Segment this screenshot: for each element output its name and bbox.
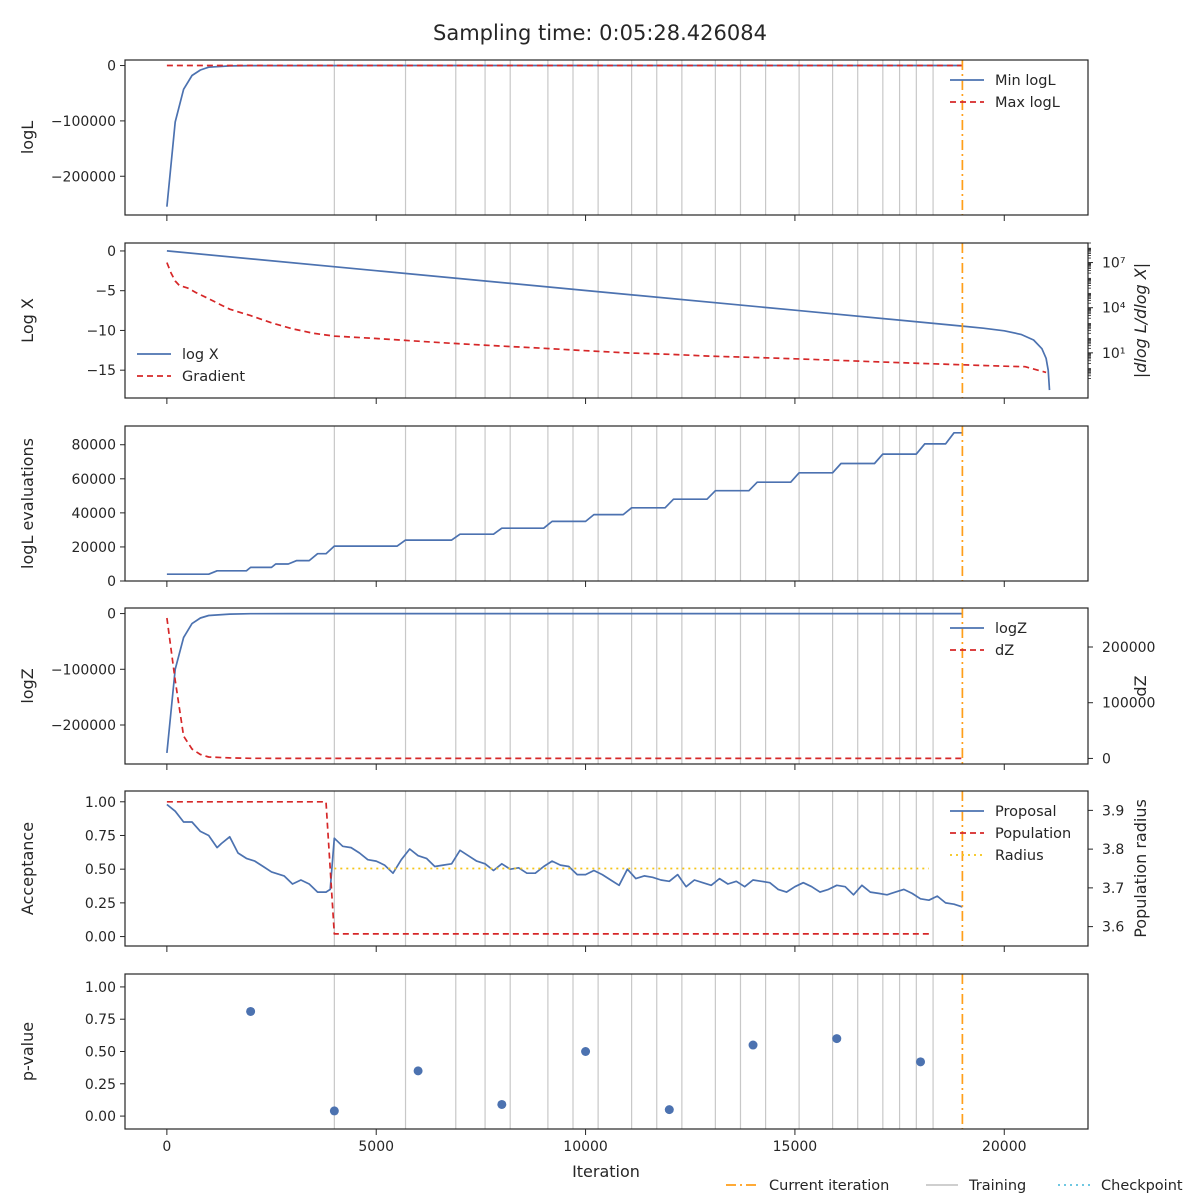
- y-tick-label: −15: [86, 363, 116, 379]
- x-tick-label: 5000: [358, 1139, 394, 1155]
- series-line-dz: [166, 617, 963, 760]
- panel-frame: [124, 242, 1089, 399]
- y2-tick-label: 0: [1102, 751, 1111, 767]
- series-line-min-logl: [166, 64, 963, 207]
- y-tick-label: 40000: [71, 506, 116, 522]
- panel-1: 0 −100000 −200000 logL Min logL Max logL: [18, 59, 1089, 221]
- y2-tick-label: 200000: [1102, 640, 1155, 656]
- y2-axis-label: dZ: [1131, 675, 1150, 696]
- legend-label: Gradient: [182, 369, 245, 385]
- y2-tick-label: 3.9: [1102, 803, 1124, 819]
- legend-label: Max logL: [995, 95, 1060, 111]
- panel-2: 0 −5 −10 −15 10¹ 10⁴ 10⁷ Log X |dlog L/dlog X| lo…: [18, 242, 1150, 404]
- data-point: [413, 1066, 423, 1076]
- x-tick-label: 10000: [563, 1139, 608, 1155]
- figure-title: Sampling time: 0:05:28.426084: [433, 21, 767, 45]
- y-axis-label: Log X: [18, 298, 37, 343]
- figure-legend-label: Training: [968, 1178, 1026, 1194]
- y2-tick-label: 3.7: [1102, 881, 1124, 897]
- x-tick-label: 15000: [773, 1139, 818, 1155]
- figure-legend: Current iteration Training Checkpoint: [726, 1178, 1183, 1194]
- series-line-log-x: [166, 250, 1051, 391]
- y-tick-label: 20000: [71, 540, 116, 556]
- data-point: [497, 1099, 507, 1109]
- figure-legend-label: Current iteration: [769, 1178, 889, 1194]
- y-axis-label: logL evaluations: [18, 438, 37, 569]
- legend-label: dZ: [995, 643, 1014, 659]
- series-line-1: [166, 431, 963, 576]
- y-tick-label: −10: [86, 323, 116, 339]
- y2-tick-label: 3.6: [1102, 920, 1124, 936]
- data-point: [246, 1006, 256, 1016]
- y-axis-label: p-value: [18, 1022, 37, 1081]
- panel-frame: [124, 973, 1089, 1130]
- y-tick-label: 1.00: [85, 980, 116, 996]
- legend-label: Min logL: [995, 73, 1056, 89]
- data-point: [748, 1040, 758, 1050]
- legend-label: Population: [995, 826, 1071, 842]
- y-tick-label: −5: [95, 284, 116, 300]
- panel-3: 0 20000 40000 60000 80000 logL evaluations: [18, 425, 1089, 590]
- data-point: [664, 1105, 674, 1115]
- legend-label: log X: [182, 347, 219, 363]
- panel-5: 0.00 0.25 0.50 0.75 1.00 3.6 3.7 3.8 3.9 Acceptan…: [18, 790, 1150, 952]
- panel-frame: [124, 790, 1089, 947]
- x-axis-label: Iteration: [572, 1162, 640, 1181]
- series-line-proposal: [166, 803, 963, 908]
- x-tick-label: 0: [162, 1139, 171, 1155]
- y2-tick-label: 100000: [1102, 696, 1155, 712]
- data-point: [916, 1057, 926, 1067]
- y2-tick-label: 10⁷: [1102, 256, 1125, 272]
- y-tick-label: −200000: [51, 169, 116, 185]
- legend-label: Proposal: [995, 804, 1057, 820]
- series-line-population: [166, 800, 929, 935]
- panel-frame: [124, 607, 1089, 765]
- y-tick-label: 0: [107, 59, 116, 75]
- y-axis-label: logZ: [18, 668, 37, 703]
- legend-label: Radius: [995, 848, 1044, 864]
- y-tick-label: 0.25: [85, 1077, 116, 1093]
- data-point: [581, 1047, 591, 1056]
- data-point: [329, 1106, 339, 1116]
- panel-frame: [124, 59, 1089, 216]
- y2-tick-label: 3.8: [1102, 842, 1124, 858]
- y-axis-label: logL: [18, 121, 37, 154]
- y-tick-label: 80000: [71, 438, 116, 454]
- y-tick-label: 0: [107, 574, 116, 590]
- y2-axis-label: |dlog L/dlog X|: [1131, 263, 1150, 378]
- y-tick-label: 0: [107, 607, 116, 623]
- series-line-logz: [166, 612, 963, 753]
- y-axis-label: Acceptance: [18, 822, 37, 915]
- y-tick-label: 0.50: [85, 862, 116, 878]
- y-tick-label: 0.00: [85, 1109, 116, 1125]
- y-tick-label: −200000: [51, 718, 116, 734]
- panel-4: 0 −100000 −200000 0 100000 200000 logZ dZ logZ dZ: [18, 607, 1155, 770]
- figure-legend-label: Checkpoint: [1101, 1178, 1183, 1194]
- y-tick-label: −100000: [51, 114, 116, 130]
- y2-axis-label: Population radius: [1131, 799, 1150, 938]
- series-line-gradient: [166, 262, 1047, 374]
- y-tick-label: 0.75: [85, 1012, 116, 1028]
- y-tick-label: 0.75: [85, 828, 116, 844]
- y2-tick-label: 10¹: [1102, 346, 1125, 362]
- y-tick-label: −100000: [51, 662, 116, 678]
- y-tick-label: 60000: [71, 472, 116, 488]
- y-tick-label: 0.00: [85, 930, 116, 946]
- y-tick-label: 0.50: [85, 1045, 116, 1061]
- y-tick-label: 1.00: [85, 795, 116, 811]
- legend-label: logZ: [995, 621, 1027, 637]
- data-point: [832, 1034, 842, 1044]
- x-tick-label: 20000: [982, 1139, 1027, 1155]
- y2-tick-label: 10⁴: [1102, 301, 1126, 317]
- y-tick-label: 0: [107, 244, 116, 260]
- y-tick-label: 0.25: [85, 896, 116, 912]
- panel-frame: [124, 425, 1089, 582]
- panel-6: 0.00 0.25 0.50 0.75 1.00 0 5000 10000 15000 20000…: [18, 973, 1089, 1155]
